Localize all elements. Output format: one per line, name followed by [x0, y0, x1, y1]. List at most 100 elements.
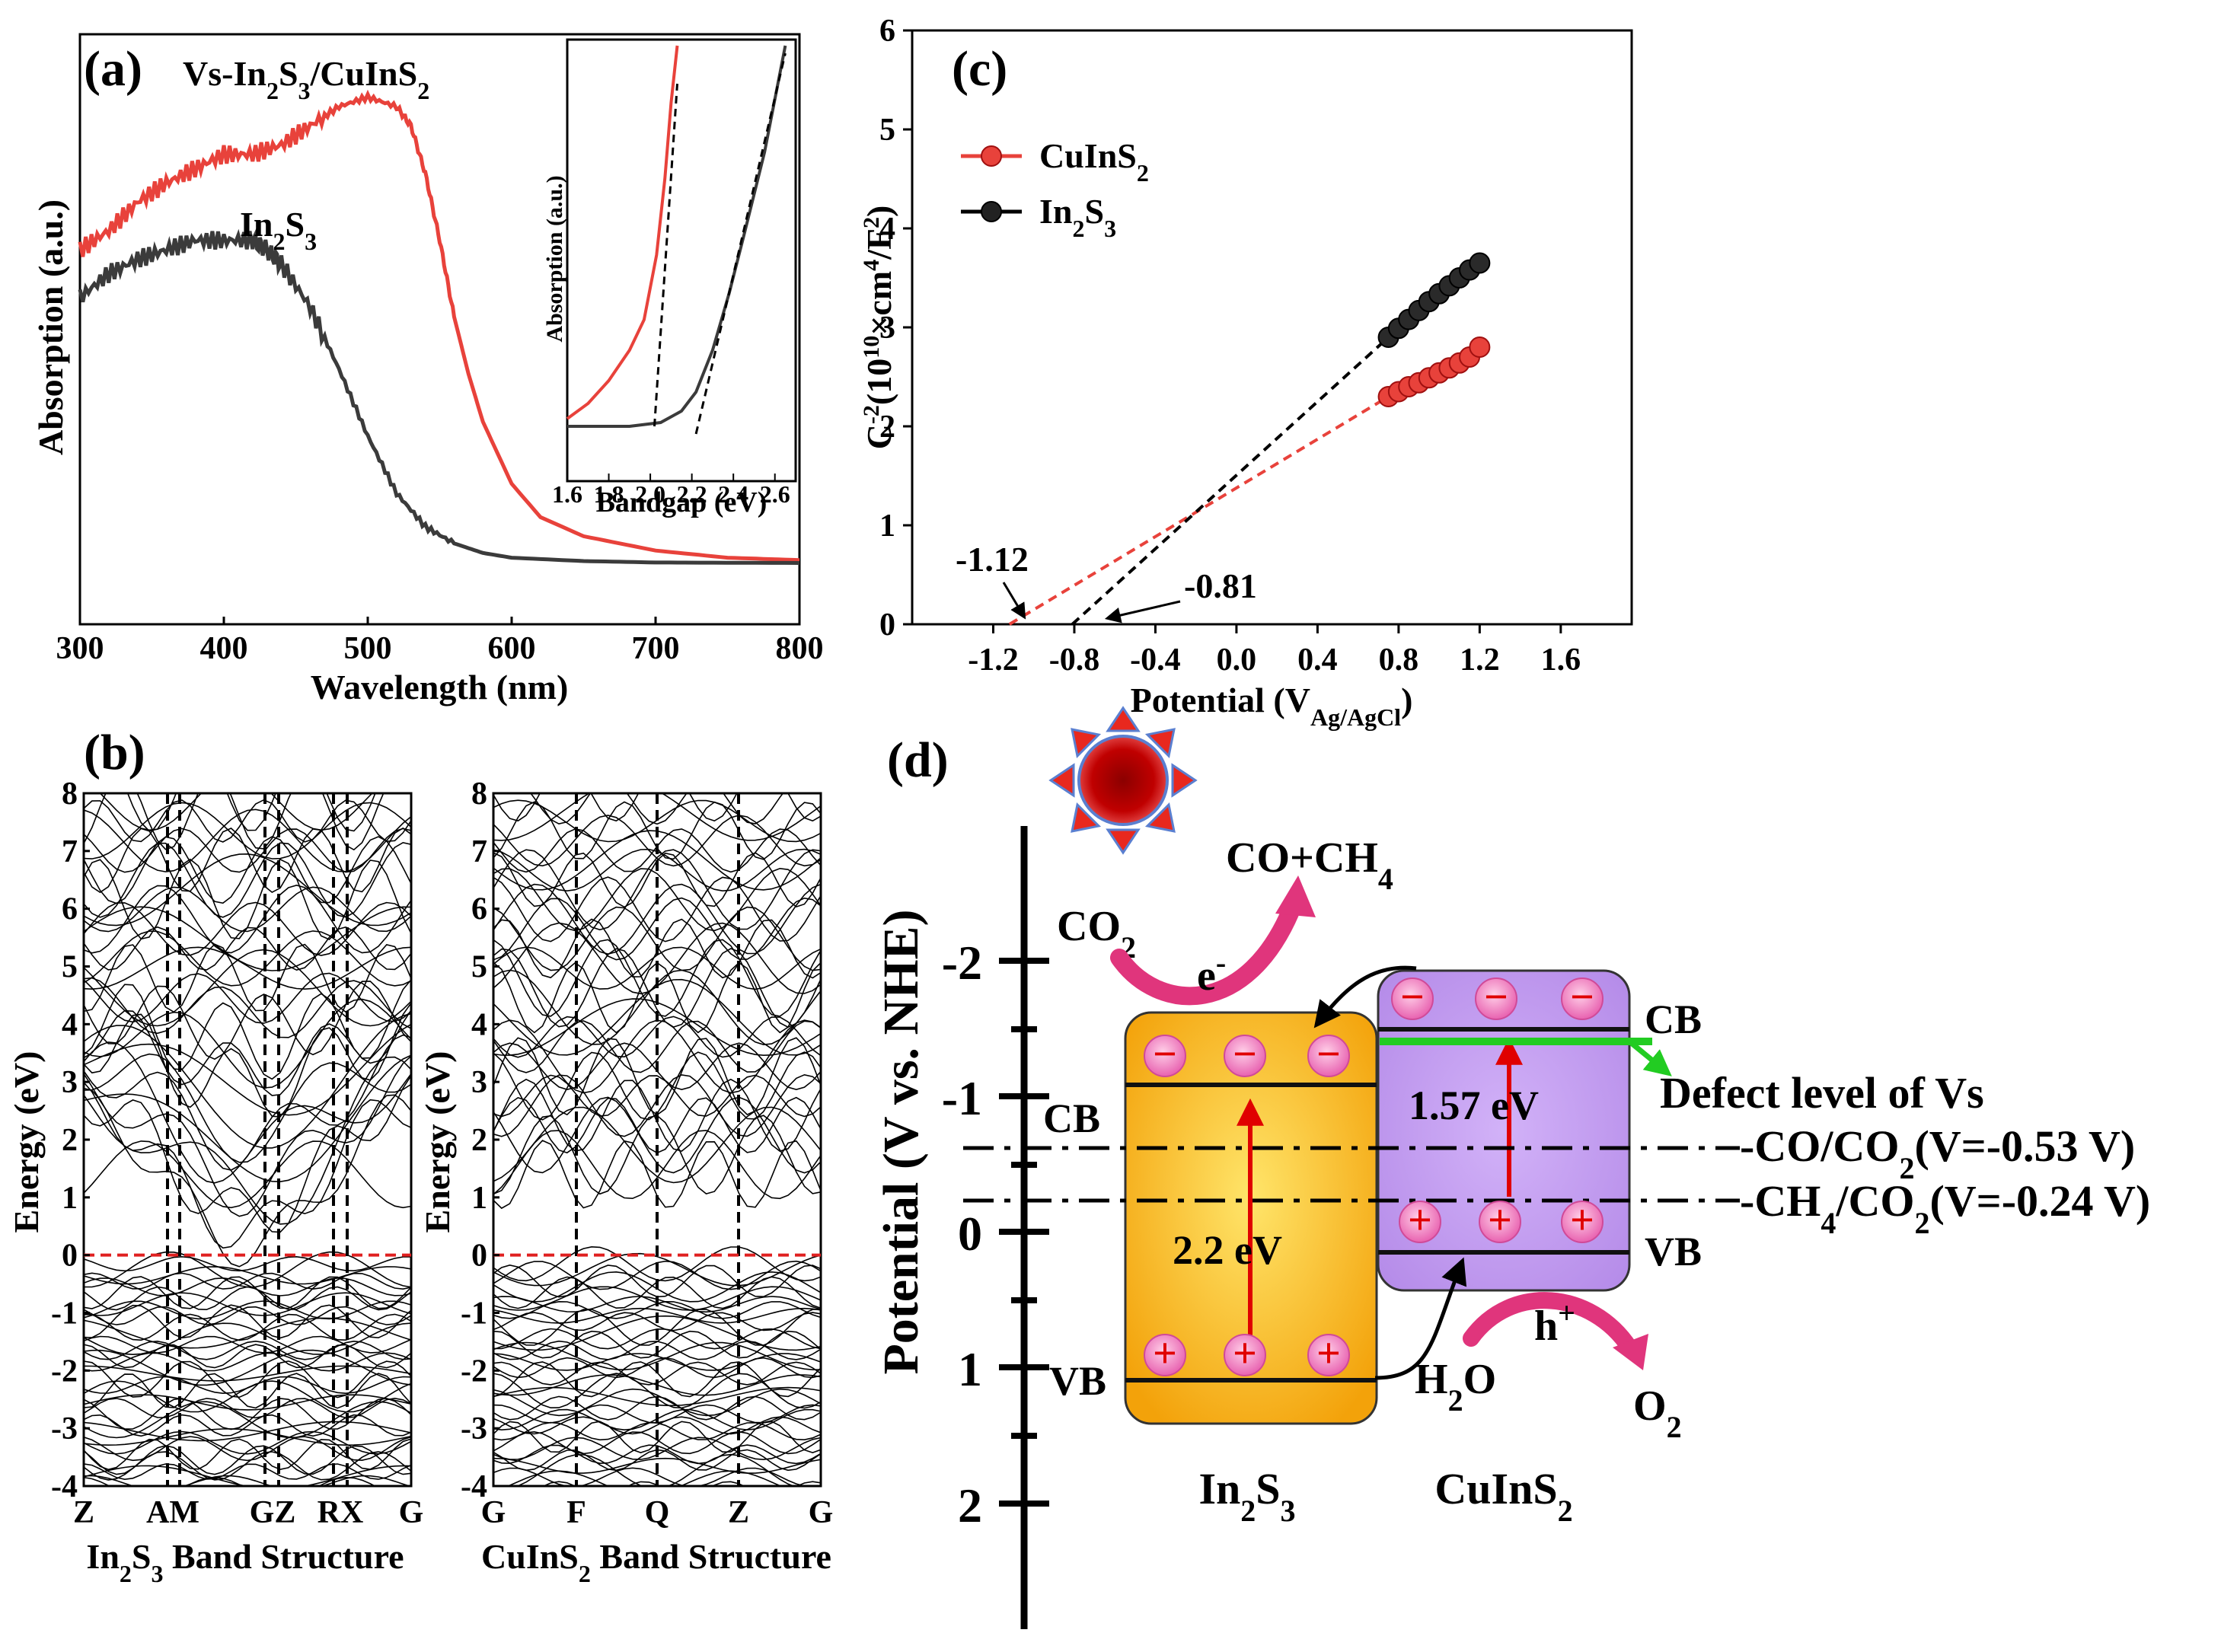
- y-tick-label: 2: [471, 1123, 487, 1158]
- band-curve: [84, 1401, 411, 1439]
- band-curve: [84, 1352, 411, 1372]
- bands-cuins2: [493, 793, 821, 1486]
- legend-marker-in2s3: [981, 201, 1002, 222]
- band-curve: [84, 977, 411, 1038]
- potential-tick-label: 1: [958, 1342, 982, 1396]
- band-curve: [84, 1344, 411, 1369]
- band-curve: [493, 1016, 821, 1058]
- panel-b-label: (b): [84, 725, 145, 780]
- y-tick-label: -4: [461, 1469, 487, 1504]
- band-curve: [84, 1023, 411, 1116]
- band-curve: [493, 793, 821, 841]
- inset-series: [566, 45, 787, 435]
- series-line: [78, 89, 800, 563]
- band-curve: [84, 1317, 411, 1349]
- y-tick-label: 6: [471, 892, 487, 927]
- band-curve: [84, 1304, 411, 1339]
- y-tick-label: -3: [461, 1411, 487, 1446]
- band-curve: [84, 981, 411, 1060]
- band-lines: [84, 793, 411, 1486]
- series-label-vs-in2s3-cuins2: Vs-In2S3/CuInS2: [183, 54, 429, 104]
- band-curve: [84, 1313, 411, 1341]
- panel-a-inset: 1.6 1.8 2.0 2.2 2.4 2.6 Bandgap (eV) Absorpti…: [542, 38, 797, 518]
- y-tick-label: 1: [471, 1181, 487, 1216]
- y-tick-label: 0: [62, 1239, 78, 1274]
- band-curve: [493, 1444, 821, 1465]
- y-tick-label: -1: [461, 1296, 487, 1331]
- band-curve: [84, 1451, 411, 1481]
- band-curve: [84, 926, 411, 971]
- band-curve: [84, 1034, 411, 1171]
- inset-series-line: [566, 45, 679, 420]
- band-curve: [515, 1453, 821, 1486]
- x-tick-label: 1.6: [1541, 643, 1581, 678]
- band-curve: [84, 949, 411, 1027]
- band-curve: [84, 827, 411, 894]
- hole-ball-sign: +: [1408, 1197, 1432, 1244]
- cuins2-vb-label: VB: [1645, 1229, 1702, 1274]
- x-tick-label: 1.2: [1460, 643, 1500, 678]
- band-curve: [493, 1421, 821, 1453]
- x-tick-label: G: [399, 1495, 424, 1530]
- legend-label-in2s3: In2S3: [1039, 192, 1116, 242]
- panel-c-frame: [911, 29, 1633, 626]
- band-curve: [84, 799, 411, 843]
- fit-line: [1071, 336, 1390, 626]
- band-curve: [493, 1307, 821, 1324]
- band-curve: [493, 815, 821, 867]
- panel-a-x-ticks: 300 400 500 600 700 800: [56, 617, 824, 666]
- electron-ball-sign: −: [1233, 1031, 1257, 1078]
- panel-a-series: [78, 89, 800, 565]
- band-curve: [84, 1394, 411, 1411]
- panel-c-x-label: Potential (VAg/AgCl): [1131, 681, 1413, 731]
- panel-a: (a) 300 400 500 600 700 800 Wavelength (nm) A…: [31, 33, 824, 706]
- inset-series-line: [567, 45, 787, 428]
- legend-marker-cuins2: [981, 145, 1002, 167]
- inset-x-tick-label: 1.6: [552, 480, 582, 508]
- y-tick-label: 1: [62, 1181, 78, 1216]
- x-tick-label: -0.4: [1130, 643, 1181, 678]
- panel-a-x-label: Wavelength (nm): [311, 668, 569, 706]
- band-curve: [84, 901, 411, 956]
- band-curve: [84, 1373, 411, 1409]
- annotation-minus-0-81: -0.81: [1184, 566, 1257, 605]
- inset-series-line: [694, 53, 787, 435]
- y-tick-label: 5: [879, 113, 895, 148]
- band-curve: [84, 828, 411, 873]
- panel-c-points: [1377, 252, 1491, 407]
- band-y-label-in2s3: Energy (eV): [7, 1051, 46, 1233]
- band-title-cuins2: CuInS2 Band Structure: [481, 1537, 831, 1587]
- band-curve: [84, 1360, 411, 1398]
- data-point: [1469, 252, 1491, 274]
- band-curve: [493, 1130, 821, 1200]
- electron-ball: [1307, 1035, 1350, 1077]
- hole-ball-sign: +: [1570, 1197, 1594, 1244]
- band-y-ticks-cuins2: -4 -3 -2 -1 0 1 2 3 4 5 6 7 8: [461, 777, 499, 1504]
- inset-x-tick-label: 2.6: [760, 480, 790, 508]
- y-tick-label: 2: [62, 1123, 78, 1158]
- panel-d-label: (d): [887, 732, 949, 788]
- electron-ball: [1561, 977, 1604, 1020]
- electron-ball-sign: −: [1316, 1031, 1341, 1078]
- water-label: H2O: [1415, 1356, 1496, 1418]
- electron-label: e-: [1197, 946, 1226, 1000]
- potential-tick-label: -1: [942, 1071, 982, 1125]
- band-curve: [84, 1055, 411, 1217]
- hole-ball: [1479, 1201, 1521, 1243]
- inset-series-line: [653, 83, 678, 427]
- x-tick-label: Z: [73, 1495, 94, 1530]
- band-curve: [84, 793, 385, 851]
- y-tick-label: 0: [471, 1239, 487, 1274]
- inset-x-tick-label: 1.8: [594, 480, 624, 508]
- band-curve: [84, 930, 411, 987]
- defect-level-label: Defect level of Vs: [1660, 1068, 1984, 1118]
- inset-x-tick-label: 2.4: [718, 480, 748, 508]
- band-curve: [493, 1357, 821, 1379]
- band-curve: [493, 1467, 821, 1486]
- x-tick-label: Z: [728, 1495, 749, 1530]
- electron-ball-sign: −: [1153, 1031, 1177, 1078]
- y-tick-label: 4: [471, 1007, 487, 1042]
- band-curve: [84, 979, 411, 1080]
